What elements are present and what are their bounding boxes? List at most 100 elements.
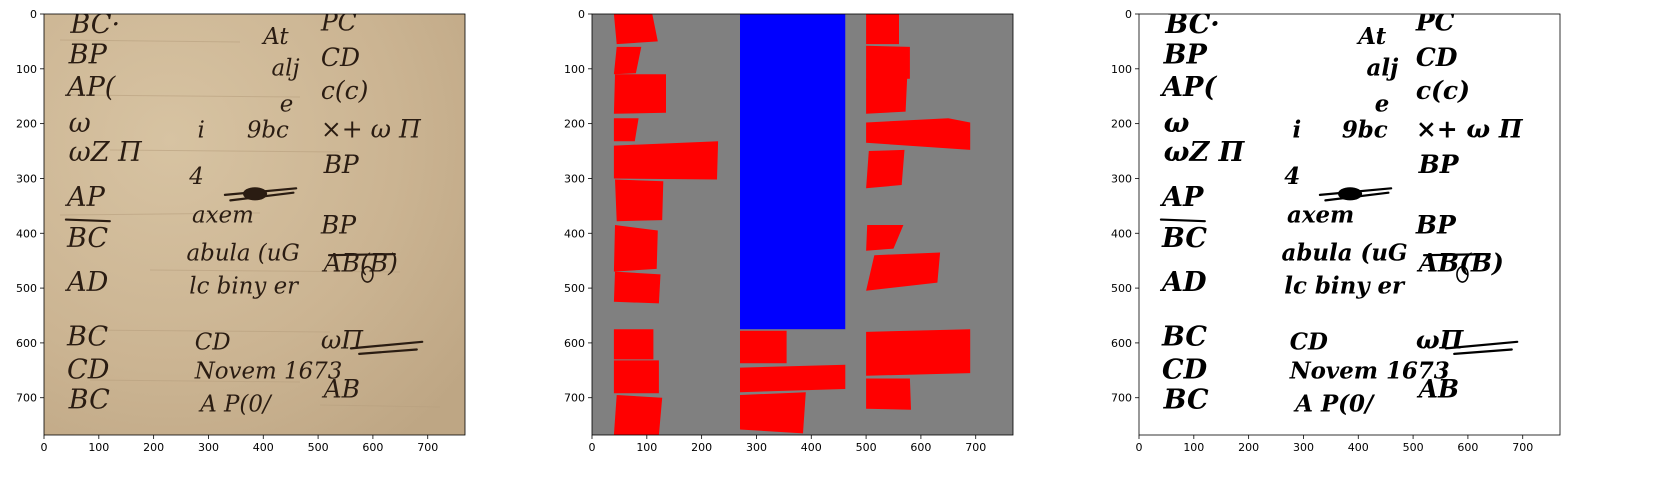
handwritten-word: BP [323,150,360,179]
handwritten-word: c(c) [1416,76,1470,105]
x-tick-label: 500 [856,441,877,454]
handwritten-word: BP [1415,210,1457,239]
handwritten-word: At [1356,23,1386,50]
x-tick-label: 500 [308,441,329,454]
layout-x-ticks: 0 100 200 300 400 500 600 700 [589,435,986,454]
text-region [866,118,971,150]
handwritten-word: CD [195,329,231,355]
photo-x-ticks: 0 100 200 300 400 500 600 700 [41,435,438,454]
handwritten-word: 4 [1284,163,1300,190]
binary-x-ticks: 0 100 200 300 400 500 600 700 [1136,435,1533,454]
handwritten-word: BC [66,322,108,353]
x-tick-label: 0 [589,441,596,454]
binary-y-ticks: 0 100 200 300 400 500 600 700 [1111,8,1139,405]
handwritten-word: AP [1159,182,1205,213]
y-tick-label: 400 [1111,227,1132,240]
handwritten-word: axem [1287,201,1354,228]
handwritten-word: CD [1162,355,1208,386]
ink-stroke [1444,340,1519,350]
handwritten-word: BP [1418,150,1460,179]
handwritten-word: AD [1159,267,1207,298]
handwritten-word: AD [64,267,109,298]
handwritten-word: BP [68,39,108,70]
y-tick-label: 500 [1111,282,1132,295]
y-tick-label: 700 [16,392,37,405]
x-tick-label: 300 [1293,441,1314,454]
y-tick-label: 400 [16,227,37,240]
y-tick-label: 0 [30,8,37,21]
binary-background [1139,14,1560,435]
ink-circle [1456,265,1469,283]
text-region [613,395,663,435]
text-region [613,74,666,114]
text-region [613,360,659,394]
x-tick-label: 100 [636,441,657,454]
x-tick-label: 0 [1136,441,1143,454]
photo-y-ticks: 0 100 200 300 400 500 600 700 [16,8,44,405]
y-tick-label: 400 [564,227,585,240]
handwritten-word: AP [64,182,106,213]
handwritten-word: At [261,24,289,50]
text-region [866,225,904,251]
paper-background [44,14,465,435]
handwritten-word: BC [1163,385,1209,416]
y-tick-label: 600 [16,337,37,350]
handwritten-word: alj [271,55,299,81]
text-region [866,329,971,376]
handwritten-word: i [197,117,204,143]
handwritten-word: BC [68,385,110,416]
x-tick-label: 500 [1403,441,1424,454]
binary-axes-frame [1138,13,1561,436]
figure-region [740,14,846,330]
ink-blot [242,187,268,201]
text-region [615,179,664,222]
text-region [613,271,661,304]
x-tick-label: 700 [417,441,438,454]
handwritten-word: AB(B) [1417,249,1504,278]
layout-axes-frame [591,13,1014,436]
text-region [866,45,910,80]
handwritten-word: PC [1415,7,1455,36]
y-tick-label: 200 [16,118,37,131]
x-tick-label: 700 [965,441,986,454]
y-tick-label: 100 [16,63,37,76]
y-tick-label: 700 [564,392,585,405]
handwritten-word: BC [1161,223,1207,254]
y-tick-label: 0 [578,8,585,21]
x-tick-label: 200 [1238,441,1259,454]
ink-stroke [1422,253,1491,257]
handwritten-word: ωΠ [321,325,364,354]
y-tick-label: 300 [1111,172,1132,185]
handwritten-word: AP( [1159,72,1217,103]
x-tick-label: 0 [41,441,48,454]
x-tick-label: 600 [1457,441,1478,454]
handwritten-word: ωZ Π [69,137,144,168]
handwritten-word: e [280,92,294,118]
text-region [866,252,941,291]
handwritten-word: 9bc [247,117,289,143]
faint-bleedthrough [59,39,441,408]
handwritten-word: Novem 1673 [194,359,343,385]
handwritten-word: A P(0/ [1293,390,1376,417]
text-region [740,392,806,434]
ink-blot [1337,187,1363,201]
text-region [866,149,905,189]
ink-stroke [349,340,424,350]
ink-stroke [327,253,396,257]
y-tick-label: 200 [564,118,585,131]
text-region [740,364,846,393]
y-tick-label: 700 [1111,392,1132,405]
handwritten-word: i [1292,116,1301,143]
layout-y-ticks: 0 100 200 300 400 500 600 700 [564,8,592,405]
handwritten-word: ω [69,108,91,139]
y-tick-label: 0 [1125,8,1132,21]
ink-stroke [1453,348,1513,355]
y-tick-label: 600 [1111,337,1132,350]
handwritten-word: ×+ ω Π [1416,114,1524,143]
handwritten-word: alj [1366,54,1399,81]
handwritten-word: 4 [188,164,204,190]
x-tick-label: 200 [691,441,712,454]
